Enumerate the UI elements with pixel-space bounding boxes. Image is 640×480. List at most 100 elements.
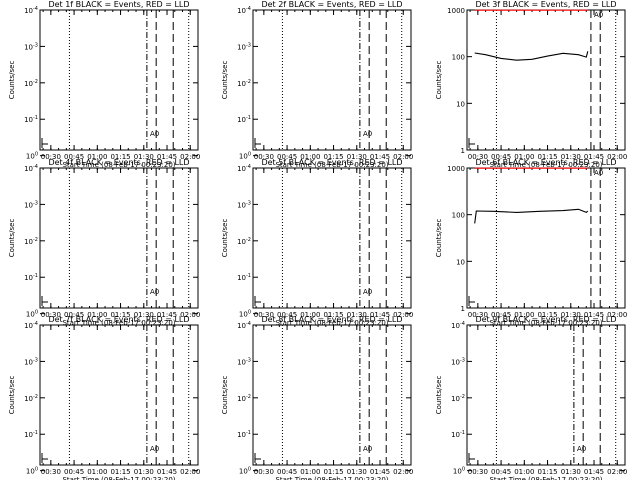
y-axis-label: Counts/sec [221, 376, 229, 415]
y-tick-label: 10-1 [237, 430, 251, 439]
x-tick-label: 01:15 [323, 468, 343, 476]
x-tick-label: 00:30 [468, 153, 488, 161]
x-axis-label: Start Time (08-Feb-17 00:23:20) [62, 319, 175, 327]
y-tick-label: 10-3 [237, 200, 251, 209]
x-axis-label: Start Time (08-Feb-17 00:23:20) [275, 319, 388, 327]
y-tick-label: 100 [452, 212, 465, 220]
y-tick-label: 100 [26, 310, 38, 319]
panel-title: Det 4f BLACK = Events, RED = LLD [48, 158, 189, 167]
x-tick-label: 01:15 [323, 311, 343, 319]
y-tick-label: 1000 [447, 7, 465, 15]
panel-annotation: A0 [577, 445, 586, 453]
x-tick-label: 01:15 [537, 311, 557, 319]
detector-panel-7: Det 7f BLACK = Events, RED = LLD 00:30 00:… [8, 315, 200, 480]
x-tick-label: 00:30 [254, 311, 274, 319]
detector-panel-6: Det 6f BLACK = Events, RED = LLD 00:30 00:… [435, 158, 627, 327]
y-tick-label: 10-2 [24, 237, 38, 246]
panel-annotation: A0 [594, 11, 603, 19]
detector-panel-5: Det 5f BLACK = Events, RED = LLD 00:30 00:… [221, 158, 413, 327]
x-tick-label: 02:00 [393, 468, 413, 476]
y-tick-label: 10-4 [24, 321, 38, 330]
detector-panel-1: Det 1f BLACK = Events, RED = LLD 00:30 00:… [8, 0, 200, 169]
x-tick-label: 00:45 [491, 153, 511, 161]
x-tick-label: 01:30 [561, 311, 581, 319]
y-tick-label: 1000 [447, 165, 465, 173]
panel-title: Det 2f BLACK = Events, RED = LLD [261, 0, 402, 9]
plot-frame [252, 9, 412, 151]
plot-frame [466, 167, 626, 309]
panel-annotation: A0 [363, 130, 372, 138]
panel-annotation: A0 [150, 130, 159, 138]
y-axis-label: Counts/sec [8, 61, 16, 100]
y-tick-label: 100 [26, 152, 38, 161]
panel-title: Det 1f BLACK = Events, RED = LLD [48, 0, 189, 9]
y-tick-label: 1 [461, 147, 465, 155]
y-tick-label: 10-3 [24, 42, 38, 51]
x-tick-label: 01:45 [157, 311, 177, 319]
y-tick-label: 10-2 [24, 394, 38, 403]
detector-panel-8: Det 8f BLACK = Events, RED = LLD 00:30 00:… [221, 315, 413, 480]
y-tick-label: 10-3 [237, 42, 251, 51]
x-tick-label: 01:15 [537, 153, 557, 161]
x-tick-label: 01:30 [561, 468, 581, 476]
plot-frame [39, 9, 199, 151]
y-axis-label: Counts/sec [435, 61, 443, 100]
x-tick-label: 00:45 [491, 311, 511, 319]
y-tick-label: 10-1 [237, 273, 251, 282]
x-tick-label: 02:00 [180, 153, 200, 161]
panel-title: Det 9f BLACK = Events, RED = LLD [475, 315, 616, 324]
x-tick-label: 01:00 [514, 311, 534, 319]
x-tick-label: 00:30 [41, 311, 61, 319]
panel-title: Det 5f BLACK = Events, RED = LLD [261, 158, 402, 167]
x-tick-label: 02:00 [607, 311, 627, 319]
x-axis-label: Start Time (08-Feb-17 00:23:20) [489, 476, 602, 480]
x-tick-label: 02:00 [393, 311, 413, 319]
x-tick-label: 01:00 [87, 468, 107, 476]
x-tick-label: 00:45 [64, 468, 84, 476]
y-tick-label: 10-2 [451, 394, 465, 403]
x-tick-label: 01:30 [134, 311, 154, 319]
detector-panel-3: Det 3f BLACK = Events, RED = LLD 00:30 00:… [435, 0, 627, 169]
x-tick-label: 01:30 [347, 153, 367, 161]
x-tick-label: 01:30 [347, 311, 367, 319]
y-tick-label: 100 [239, 467, 251, 476]
x-tick-label: 00:45 [64, 153, 84, 161]
y-tick-label: 10-1 [451, 430, 465, 439]
x-tick-label: 00:30 [254, 153, 274, 161]
x-tick-label: 02:00 [607, 468, 627, 476]
y-axis-label: Counts/sec [8, 376, 16, 415]
y-tick-label: 10-1 [24, 273, 38, 282]
x-tick-label: 02:00 [607, 153, 627, 161]
y-tick-label: 100 [239, 310, 251, 319]
panel-annotation: A0 [363, 445, 372, 453]
plot-frame [252, 167, 412, 309]
x-tick-label: 01:00 [300, 468, 320, 476]
y-tick-label: 100 [26, 467, 38, 476]
x-tick-label: 01:15 [110, 468, 130, 476]
plot-frame [252, 324, 412, 466]
y-tick-label: 10-3 [24, 200, 38, 209]
x-axis-label: Start Time (08-Feb-17 00:23:20) [489, 161, 602, 169]
x-tick-label: 00:30 [41, 153, 61, 161]
plot-frame [39, 167, 199, 309]
x-tick-label: 00:45 [277, 153, 297, 161]
x-axis-label: Start Time (08-Feb-17 00:23:20) [62, 476, 175, 480]
y-axis-label: Counts/sec [8, 219, 16, 258]
x-tick-label: 01:00 [514, 153, 534, 161]
x-tick-label: 01:45 [584, 311, 604, 319]
x-tick-label: 00:45 [64, 311, 84, 319]
y-tick-label: 10-4 [451, 321, 465, 330]
y-tick-label: 10-2 [24, 79, 38, 88]
x-axis-label: Start Time (08-Feb-17 00:23:20) [275, 161, 388, 169]
y-tick-label: 10-3 [237, 357, 251, 366]
panel-annotation: A0 [363, 288, 372, 296]
x-tick-label: 00:30 [41, 468, 61, 476]
x-tick-label: 01:30 [561, 153, 581, 161]
y-tick-label: 10-3 [24, 357, 38, 366]
panel-title: Det 8f BLACK = Events, RED = LLD [261, 315, 402, 324]
panel-annotation: A0 [594, 169, 603, 177]
y-tick-label: 10-1 [24, 430, 38, 439]
detector-panel-4: Det 4f BLACK = Events, RED = LLD 00:30 00:… [8, 158, 200, 327]
y-tick-label: 1 [461, 305, 465, 313]
panel-title: Det 7f BLACK = Events, RED = LLD [48, 315, 189, 324]
